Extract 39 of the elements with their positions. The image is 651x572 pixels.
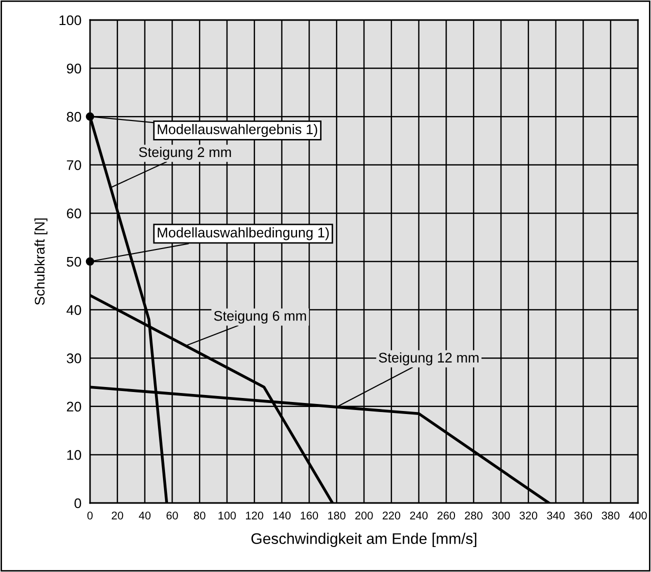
x-tick-label: 100: [218, 512, 236, 520]
x-tick-label: 160: [300, 512, 318, 520]
y-tick-label: 50: [66, 256, 82, 267]
x-tick-label: 380: [602, 512, 620, 520]
y-tick-label: 80: [66, 112, 82, 122]
text: Steigung 2 mm: [139, 146, 231, 160]
y-tick-label: 20: [66, 402, 82, 412]
x-tick-label: 340: [546, 512, 565, 520]
y-axis-title: Schubkraft [N]: [34, 218, 48, 305]
y-tick-label: 90: [66, 64, 82, 74]
y-tick-label: 30: [66, 353, 82, 364]
y-tick-label: 60: [66, 208, 82, 218]
y-tick-label: 40: [66, 305, 82, 315]
x-tick-label: 60: [166, 512, 178, 520]
x-tick-label: 240: [410, 512, 428, 520]
x-tick-label: 80: [194, 512, 206, 520]
y-tick-label: 10: [67, 450, 82, 460]
x-tick-label: 200: [355, 512, 373, 520]
x-tick-label: 260: [437, 512, 456, 520]
x-tick-label: 220: [382, 512, 400, 520]
text: Steigung 12 mm: [378, 352, 478, 366]
x-axis-title: Geschwindigkeit am Ende [mm/s]: [251, 532, 476, 548]
y-tick-label: 70: [66, 160, 82, 170]
x-tick-label: 320: [520, 512, 538, 520]
y-tick-label: 100: [60, 15, 82, 26]
x-tick-label: 120: [246, 512, 264, 520]
x-tick-label: 140: [273, 512, 291, 520]
x-tick-label: 20: [112, 512, 124, 520]
annotation: Modellauswahlergebnis 1): [158, 124, 318, 137]
x-tick-label: 360: [574, 512, 592, 520]
x-tick-label: 0: [87, 512, 93, 520]
x-tick-label: 300: [492, 512, 510, 520]
annotation: Modellauswahlbedingung 1): [158, 227, 329, 240]
x-tick-label: 180: [328, 512, 346, 520]
x-tick-label: 40: [138, 512, 151, 520]
x-tick-label: 400: [628, 512, 647, 520]
y-tick-label: 0: [74, 498, 82, 508]
text: Steigung 6 mm: [214, 310, 306, 324]
x-tick-label: 280: [464, 512, 482, 520]
